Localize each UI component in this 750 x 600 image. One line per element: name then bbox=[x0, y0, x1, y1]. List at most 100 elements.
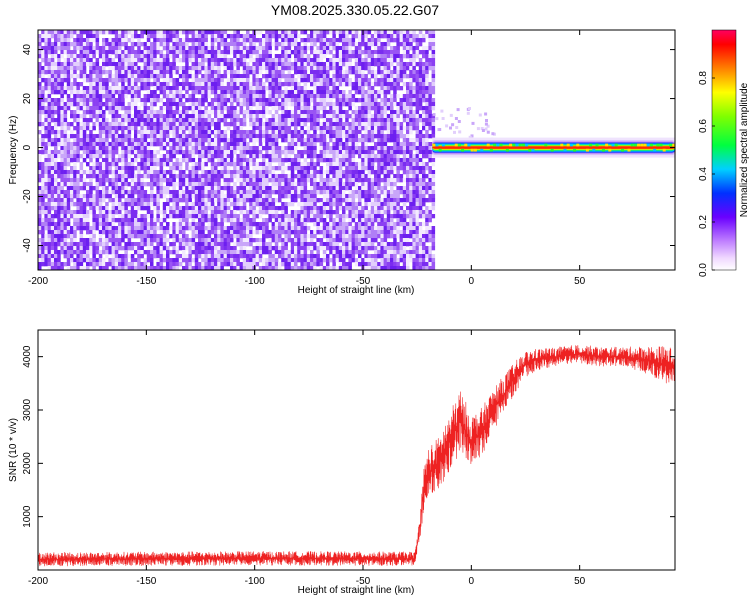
spectrogram-cell bbox=[137, 178, 141, 183]
spectrogram-cell bbox=[178, 74, 183, 79]
spectrogram-cell bbox=[332, 230, 336, 235]
spectrogram-cell bbox=[127, 86, 132, 91]
spectrogram-cell bbox=[44, 134, 48, 139]
spectrogram-cell bbox=[82, 206, 87, 211]
spectrogram-cell bbox=[111, 42, 116, 47]
spectrogram-cell bbox=[217, 114, 221, 119]
spectrogram-cell bbox=[207, 218, 212, 223]
spectrogram-cell bbox=[249, 234, 253, 239]
spectrogram-cell bbox=[57, 70, 61, 75]
spectrogram-cell bbox=[47, 82, 52, 87]
spectrogram-cell bbox=[89, 58, 93, 63]
spectrogram-cell bbox=[326, 186, 330, 191]
spectrogram-cell bbox=[214, 170, 218, 175]
spectrogram-cell bbox=[201, 218, 205, 223]
spectrogram-cell bbox=[137, 222, 141, 227]
spectrogram-cell bbox=[265, 246, 269, 251]
spectrogram-cell bbox=[70, 214, 74, 219]
spectrogram-cell bbox=[57, 210, 61, 215]
spectrogram-cell bbox=[41, 46, 45, 51]
spectrogram-cell bbox=[294, 114, 298, 119]
spectrogram-cell bbox=[86, 210, 90, 215]
spectrogram-cell bbox=[108, 78, 112, 83]
spectrogram-cell bbox=[38, 170, 42, 175]
spectrogram-cell bbox=[268, 146, 272, 151]
spectrogram-cell bbox=[300, 210, 304, 215]
spectrogram-cell bbox=[204, 198, 208, 203]
spectrogram-cell bbox=[137, 154, 141, 159]
spectrogram-cell bbox=[118, 170, 122, 175]
spectrogram-cell bbox=[118, 114, 122, 119]
spectrogram-cell bbox=[335, 106, 340, 111]
spectrogram-cell bbox=[249, 238, 253, 243]
spectrogram-cell bbox=[332, 134, 336, 139]
spectrogram-cell bbox=[118, 266, 122, 270]
spectrogram-cell bbox=[226, 258, 231, 263]
spectrogram-cell bbox=[140, 146, 144, 151]
spectrogram-cell bbox=[287, 38, 292, 43]
spectrogram-cell bbox=[79, 46, 84, 51]
spectrogram-cell bbox=[150, 62, 154, 67]
spectrogram-cell bbox=[54, 130, 58, 135]
spectrogram-cell bbox=[252, 182, 256, 187]
spectrogram-cell bbox=[217, 234, 221, 239]
spectrogram-cell bbox=[172, 78, 176, 83]
spectrogram-cell bbox=[271, 246, 276, 251]
spectrogram-cell bbox=[310, 70, 314, 75]
spectrogram-cell bbox=[201, 110, 205, 115]
spectrogram-cell bbox=[159, 182, 164, 187]
spectrogram-cell bbox=[210, 106, 215, 111]
spectrogram-cell bbox=[262, 54, 266, 59]
spectrogram-cell bbox=[92, 234, 96, 239]
spectrogram-cell bbox=[89, 138, 93, 143]
spectrogram-cell bbox=[230, 114, 234, 119]
spectrogram-cell bbox=[50, 110, 55, 115]
spectrogram-cell bbox=[226, 198, 231, 203]
spectrogram-cell bbox=[220, 146, 224, 151]
spectrogram-cell bbox=[278, 54, 282, 59]
spectrogram-cell bbox=[73, 154, 77, 159]
spectrogram-cell bbox=[207, 62, 212, 67]
spectrogram-cell bbox=[137, 122, 141, 127]
spectrogram-cell bbox=[255, 98, 260, 103]
spectrogram-cell bbox=[153, 122, 157, 127]
spectrogram-cell bbox=[322, 142, 327, 147]
spectrogram-cell bbox=[230, 266, 234, 270]
spectrogram-cell bbox=[63, 222, 68, 227]
spectrogram-cell bbox=[223, 262, 228, 267]
spectrogram-cell bbox=[143, 214, 148, 219]
spectrogram-cell bbox=[210, 162, 215, 167]
spectrogram-cell bbox=[60, 182, 64, 187]
spectrogram-cell bbox=[156, 218, 160, 223]
spectrogram-cell bbox=[255, 70, 260, 75]
spectrogram-cell bbox=[114, 258, 119, 263]
spectrogram-cell bbox=[252, 218, 256, 223]
spectrogram-cell bbox=[207, 142, 212, 147]
spectrogram-cell bbox=[297, 102, 301, 107]
spectrogram-cell bbox=[41, 66, 45, 71]
spectrogram-cell bbox=[92, 170, 96, 175]
spectrogram-cell bbox=[172, 90, 176, 95]
spectrogram-cell bbox=[335, 86, 340, 91]
spectrogram-cell bbox=[326, 90, 330, 95]
spectrogram-cell bbox=[217, 178, 221, 183]
spectrogram-cell bbox=[44, 50, 48, 55]
spectrogram-cell bbox=[44, 78, 48, 83]
spectrogram-cell bbox=[140, 78, 144, 83]
spectrogram-cell bbox=[278, 178, 282, 183]
spectrogram-cell bbox=[246, 106, 250, 111]
spectrogram-cell bbox=[54, 210, 58, 215]
spectrogram-cell bbox=[226, 70, 231, 75]
spectrogram-cell bbox=[98, 206, 103, 211]
spectrogram-cell bbox=[265, 262, 269, 267]
spectrogram-cell bbox=[316, 78, 320, 83]
spectrogram-cell bbox=[79, 194, 84, 199]
spectrogram-cell bbox=[300, 194, 304, 199]
spectrogram-cell bbox=[114, 166, 119, 171]
spectrogram-cell bbox=[105, 150, 109, 155]
spectrogram-cell bbox=[223, 102, 228, 107]
spectrogram-cell bbox=[326, 174, 330, 179]
spectrogram-cell bbox=[239, 82, 244, 87]
spectrogram-cell bbox=[50, 254, 55, 259]
spectrogram-cell bbox=[105, 102, 109, 107]
